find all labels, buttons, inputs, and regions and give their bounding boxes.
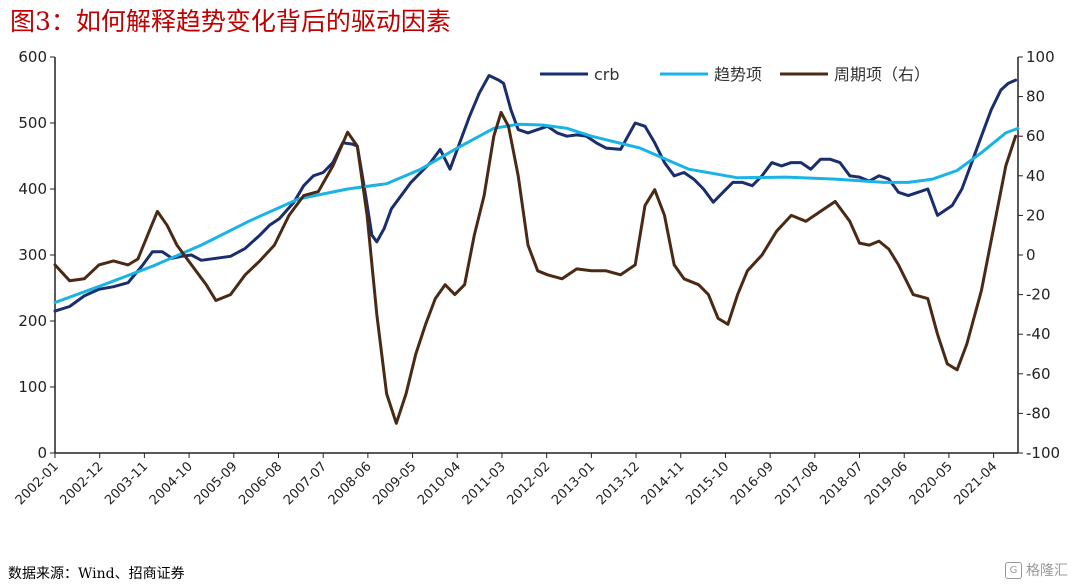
x-tick-label: 2013-12 — [594, 459, 643, 508]
x-tick-label: 2016-09 — [728, 459, 777, 508]
legend: crb 趋势项 周期项（右） — [540, 65, 930, 84]
left-tick-label: 200 — [18, 312, 47, 330]
left-tick-label: 300 — [18, 246, 47, 264]
right-tick-label: -100 — [1026, 444, 1060, 462]
legend-label-trend: 趋势项 — [714, 65, 762, 84]
series-layer — [53, 74, 1020, 425]
right-tick-label: 20 — [1026, 206, 1045, 224]
source-note: 数据来源：Wind、招商证券 — [8, 566, 185, 582]
watermark-logo-icon: G — [1005, 561, 1022, 579]
x-tick-label: 2006-08 — [236, 459, 285, 508]
right-tick-label: 100 — [1026, 48, 1055, 66]
left-tick-label: 500 — [18, 114, 47, 132]
series-line-cycle — [53, 110, 1018, 425]
right-tick-label: -80 — [1026, 404, 1051, 422]
x-tick-label: 2004-10 — [147, 459, 196, 508]
figure-title: 图3：如何解释趋势变化背后的驱动因素 — [10, 7, 451, 36]
x-tick-label: 2014-11 — [639, 459, 688, 508]
x-tick-label: 2002-12 — [58, 459, 107, 508]
x-tick-label: 2005-09 — [192, 459, 241, 508]
x-tick-label: 2002-01 — [13, 459, 62, 508]
left-tick-label: 600 — [18, 48, 47, 66]
x-tick-label: 2013-01 — [549, 459, 598, 508]
left-tick-label: 100 — [18, 378, 47, 396]
right-tick-label: 40 — [1026, 167, 1045, 185]
left-tick-label: 0 — [37, 444, 47, 462]
series-line-trend — [53, 122, 1020, 304]
x-tick-label: 2003-11 — [102, 459, 151, 508]
x-tick-label: 2010-04 — [415, 459, 464, 508]
x-tick-label: 2008-06 — [326, 459, 375, 508]
chart: 0 100 200 300 400 500 600 -100 -80 -60 -40 -20 0 20 40… — [13, 48, 1060, 508]
legend-label-crb: crb — [594, 65, 620, 84]
axes-layer: 0 100 200 300 400 500 600 -100 -80 -60 -40 -20 0 20 40… — [13, 48, 1060, 508]
watermark-text: 格隆汇 — [1026, 563, 1068, 579]
x-tick-label: 2007-07 — [281, 459, 330, 508]
x-tick-label: 2012-02 — [504, 459, 553, 508]
right-tick-label: -40 — [1026, 325, 1051, 343]
x-tick-label: 2020-05 — [907, 459, 956, 508]
right-tick-label: -20 — [1026, 286, 1051, 304]
right-tick-label: 0 — [1026, 246, 1036, 264]
x-tick-label: 2018-07 — [817, 459, 866, 508]
watermark: G 格隆汇 — [1005, 560, 1068, 580]
right-tick-label: 80 — [1026, 88, 1045, 106]
x-tick-label: 2015-10 — [683, 459, 732, 508]
legend-label-cycle: 周期项（右） — [834, 65, 930, 84]
x-tick-label: 2009-05 — [370, 459, 419, 508]
x-tick-label: 2017-08 — [773, 459, 822, 508]
x-tick-label: 2019-06 — [862, 459, 911, 508]
right-tick-label: -60 — [1026, 365, 1051, 383]
right-tick-label: 60 — [1026, 127, 1045, 145]
x-tick-label: 2011-03 — [460, 459, 509, 508]
left-tick-label: 400 — [18, 180, 47, 198]
x-tick-label: 2021-04 — [951, 459, 1000, 508]
